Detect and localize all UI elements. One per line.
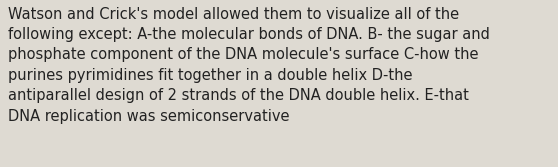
Text: Watson and Crick's model allowed them to visualize all of the
following except: : Watson and Crick's model allowed them to… [8, 7, 490, 124]
